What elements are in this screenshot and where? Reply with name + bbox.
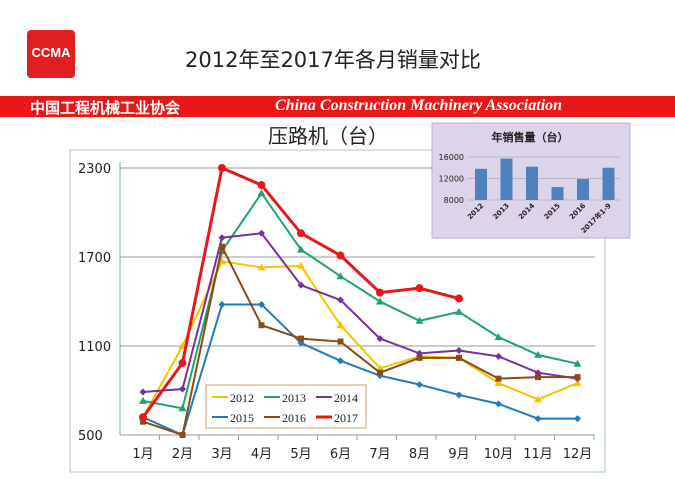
point-2013 [178,404,187,412]
legend-label-2017: 2017 [334,411,358,425]
point-2017 [218,164,226,172]
ccma-logo: CCMA [27,30,75,78]
point-2013 [297,245,305,253]
point-2013 [336,272,345,280]
series-line-2015 [142,303,578,437]
point-2014 [179,385,186,393]
inset-bar [577,179,589,200]
x-tick-label: 11月 [523,447,553,462]
banner-cn: 中国工程机械工业协会 [30,99,181,117]
point-2016 [377,369,383,376]
page-title: 2012年至2017年各月销量对比 [185,48,481,72]
point-2015 [574,415,581,423]
point-2012 [336,321,345,329]
inset-bar [500,158,513,200]
point-2015 [258,300,265,308]
point-2014 [139,388,147,396]
y-tick-label: 2300 [78,162,111,177]
point-2013 [573,359,582,367]
x-tick-label: 10月 [484,447,514,462]
point-2013 [534,350,542,358]
legend-label-2014: 2014 [334,391,358,405]
inset-y-tick-label: 12000 [439,175,464,184]
point-2016 [140,418,146,425]
point-2017 [178,359,187,368]
point-2015 [534,415,542,423]
x-tick-label: 8月 [409,447,430,462]
point-2017 [297,229,305,238]
point-2016 [416,354,423,361]
inset-y-tick-label: 8000 [444,196,464,205]
point-2014 [297,281,305,289]
point-2017 [455,294,463,303]
legend-label-2016: 2016 [282,411,306,425]
chart-title: 压路机（台） [268,124,388,148]
x-tick-label: 7月 [369,447,390,462]
inset-bar [551,187,564,200]
series-line-2014 [142,232,578,393]
point-2014 [337,296,344,304]
point-2014 [376,335,384,343]
point-2013 [376,297,384,305]
inset-bar [475,168,487,200]
x-tick-label: 1月 [132,447,153,462]
series-line-2016 [142,243,578,437]
inset-title: 年销售量（台） [492,130,569,144]
point-2012 [573,379,582,387]
point-2013 [257,189,266,197]
point-2012 [257,263,266,271]
point-2017 [257,181,266,190]
point-2016 [456,354,462,361]
point-2014 [495,352,502,360]
point-2014 [455,346,463,354]
x-tick-label: 5月 [290,447,311,462]
point-2013 [139,396,147,404]
point-2012 [297,261,305,269]
point-2016 [258,322,265,329]
point-2015 [337,357,344,365]
inset-y-tick-label: 16000 [439,153,464,162]
point-2014 [218,234,226,242]
point-2016 [298,335,304,342]
y-tick-label: 500 [78,429,103,444]
inset-bar [526,166,538,200]
point-2012 [534,395,542,403]
point-2012 [376,364,384,372]
point-2013 [415,316,424,324]
point-2017 [415,284,424,293]
legend-label-2012: 2012 [230,391,254,405]
point-2016 [219,243,225,250]
point-2016 [495,375,502,382]
banner-en: China Construction Machinery Association [275,97,563,114]
legend-label-2013: 2013 [282,391,306,405]
x-tick-label: 9月 [448,447,469,462]
legend-label-2015: 2015 [230,411,254,425]
point-2015 [455,391,463,399]
y-tick-label: 1700 [78,251,111,266]
point-2013 [455,307,463,315]
association-banner: 中国工程机械工业协会 China Construction Machinery … [0,96,675,117]
x-tick-label: 4月 [251,447,272,462]
x-tick-label: 2月 [172,447,193,462]
point-2015 [416,381,423,389]
point-2016 [574,374,581,381]
point-2016 [535,374,541,381]
legend [205,384,367,429]
point-2016 [337,338,344,345]
point-2017 [336,251,345,260]
point-2013 [494,333,503,341]
point-2017 [376,288,384,297]
inset-bar [602,167,615,200]
y-tick-label: 1100 [78,340,111,355]
point-2016 [179,432,186,438]
point-2015 [218,300,226,308]
x-tick-label: 12月 [563,447,593,462]
x-tick-label: 6月 [330,447,351,462]
point-2017 [139,413,147,422]
point-2012 [494,379,503,387]
x-tick-label: 3月 [211,447,232,462]
point-2014 [258,229,265,237]
point-2015 [495,400,502,408]
